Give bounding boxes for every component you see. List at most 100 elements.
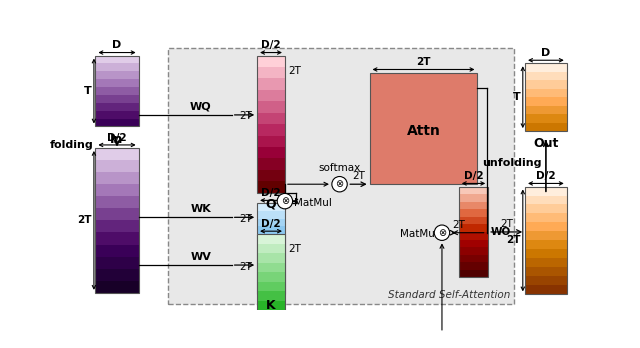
- Bar: [257, 90, 285, 101]
- Bar: [95, 56, 139, 126]
- Bar: [95, 87, 139, 95]
- Bar: [459, 232, 488, 239]
- Text: 2T: 2T: [77, 215, 92, 226]
- Bar: [257, 310, 285, 320]
- Bar: [257, 263, 285, 272]
- Text: 2T: 2T: [288, 244, 301, 254]
- Bar: [95, 184, 139, 196]
- Bar: [95, 79, 139, 87]
- Circle shape: [277, 193, 292, 209]
- Bar: [459, 187, 488, 277]
- Text: softmax: softmax: [319, 164, 361, 173]
- Bar: [257, 67, 285, 78]
- Text: 2T: 2T: [239, 111, 253, 121]
- Text: unfolding: unfolding: [483, 158, 542, 168]
- Bar: [525, 122, 566, 131]
- Bar: [95, 56, 139, 63]
- Bar: [459, 224, 488, 232]
- Bar: [257, 301, 285, 310]
- Bar: [95, 71, 139, 79]
- Bar: [257, 256, 285, 264]
- Bar: [459, 187, 488, 194]
- Bar: [257, 291, 285, 301]
- Bar: [257, 329, 285, 339]
- Bar: [168, 48, 515, 303]
- Bar: [459, 262, 488, 270]
- Bar: [257, 234, 285, 244]
- Bar: [257, 241, 285, 249]
- Bar: [257, 113, 285, 124]
- Bar: [257, 204, 285, 211]
- Bar: [459, 194, 488, 201]
- Text: 2T: 2T: [500, 219, 513, 229]
- Bar: [95, 245, 139, 256]
- Bar: [95, 269, 139, 281]
- Bar: [95, 148, 139, 293]
- Bar: [369, 73, 477, 184]
- Bar: [459, 247, 488, 255]
- Text: D/2: D/2: [108, 133, 127, 143]
- Bar: [525, 114, 566, 122]
- Text: 2T: 2T: [288, 66, 301, 76]
- Bar: [95, 148, 139, 160]
- Text: T: T: [513, 92, 520, 102]
- Bar: [257, 244, 285, 253]
- Bar: [525, 276, 566, 285]
- Bar: [525, 106, 566, 114]
- Circle shape: [435, 225, 450, 240]
- Text: 2T: 2T: [452, 220, 465, 230]
- Bar: [257, 234, 285, 348]
- Text: Q: Q: [266, 197, 276, 210]
- Text: 2T: 2T: [239, 214, 253, 224]
- Bar: [525, 250, 566, 258]
- Bar: [95, 232, 139, 245]
- Bar: [459, 209, 488, 217]
- Bar: [257, 78, 285, 90]
- Bar: [257, 124, 285, 136]
- Bar: [525, 267, 566, 276]
- Bar: [95, 196, 139, 208]
- Bar: [459, 201, 488, 209]
- Bar: [257, 264, 285, 271]
- Bar: [459, 239, 488, 247]
- Text: Out: Out: [533, 137, 559, 150]
- Bar: [257, 219, 285, 226]
- Bar: [525, 72, 566, 80]
- Bar: [525, 196, 566, 205]
- Text: Standard Self-Attention: Standard Self-Attention: [388, 290, 511, 300]
- Bar: [257, 204, 285, 294]
- Bar: [257, 234, 285, 241]
- Bar: [95, 208, 139, 220]
- Bar: [95, 172, 139, 184]
- Bar: [257, 272, 285, 282]
- Bar: [525, 187, 566, 196]
- Bar: [257, 136, 285, 147]
- Text: MatMul: MatMul: [294, 198, 332, 208]
- Bar: [525, 213, 566, 222]
- Bar: [257, 181, 285, 193]
- Bar: [525, 97, 566, 106]
- Text: 2T: 2T: [352, 171, 365, 181]
- Text: ⊗: ⊗: [281, 196, 289, 206]
- Bar: [257, 226, 285, 234]
- Bar: [257, 339, 285, 348]
- Bar: [95, 281, 139, 293]
- Text: MatMul: MatMul: [399, 229, 438, 239]
- Bar: [525, 285, 566, 294]
- Bar: [525, 80, 566, 89]
- Bar: [95, 111, 139, 119]
- Text: T: T: [84, 86, 92, 96]
- Text: K: K: [266, 299, 276, 312]
- Bar: [95, 119, 139, 126]
- Bar: [95, 256, 139, 269]
- Text: D: D: [113, 40, 122, 50]
- Bar: [525, 63, 566, 131]
- Bar: [525, 240, 566, 250]
- Bar: [525, 222, 566, 231]
- Text: D/2: D/2: [261, 40, 281, 50]
- Bar: [525, 187, 566, 294]
- Bar: [257, 211, 285, 219]
- Bar: [257, 158, 285, 170]
- Text: D/2: D/2: [261, 188, 281, 198]
- Text: folding: folding: [50, 140, 94, 150]
